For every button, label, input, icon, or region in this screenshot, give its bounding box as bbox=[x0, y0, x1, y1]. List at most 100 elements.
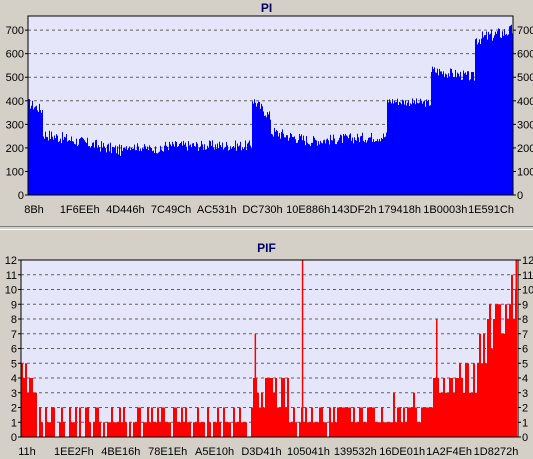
pi-data-bar bbox=[479, 39, 480, 195]
pif-data-bar bbox=[277, 407, 279, 437]
pif-data-bar bbox=[453, 392, 455, 437]
pi-y-tick-label-left: 400 bbox=[6, 96, 24, 108]
pi-data-bar bbox=[461, 79, 462, 195]
pif-data-bar bbox=[439, 392, 441, 437]
pif-data-bar bbox=[325, 422, 327, 437]
pif-data-bar bbox=[459, 363, 461, 437]
pi-data-bar bbox=[47, 137, 48, 195]
pif-data-bar bbox=[95, 407, 97, 437]
pif-data-bar bbox=[477, 363, 479, 437]
pif-data-bar bbox=[235, 422, 237, 437]
pi-data-bar bbox=[318, 141, 319, 195]
pi-data-bar bbox=[49, 130, 50, 195]
pi-data-bar bbox=[100, 151, 101, 195]
pi-data-bar bbox=[126, 146, 127, 195]
pi-data-bar bbox=[264, 115, 265, 195]
pi-data-bar bbox=[271, 133, 272, 195]
pif-data-bar bbox=[133, 422, 135, 437]
pif-data-bar bbox=[419, 422, 421, 437]
pi-data-bar bbox=[303, 135, 304, 195]
pi-data-bar bbox=[333, 134, 334, 195]
pif-data-bar bbox=[117, 422, 119, 437]
pi-data-bar bbox=[279, 133, 280, 195]
pif-data-bar bbox=[163, 407, 165, 437]
pi-data-bar bbox=[131, 147, 132, 195]
pi-x-tick-label: 179418h bbox=[378, 204, 421, 216]
pi-data-bar bbox=[150, 147, 151, 195]
pi-data-bar bbox=[335, 144, 336, 195]
pi-data-bar bbox=[79, 139, 80, 195]
pi-data-bar bbox=[67, 141, 68, 195]
pi-data-bar bbox=[118, 154, 119, 195]
pi-data-bar bbox=[381, 137, 382, 195]
pi-data-bar bbox=[54, 135, 55, 195]
pi-data-bar bbox=[505, 34, 506, 196]
pif-data-bar bbox=[93, 422, 95, 437]
pi-data-bar bbox=[82, 137, 83, 195]
pi-data-bar bbox=[511, 24, 512, 196]
pi-data-bar bbox=[52, 136, 53, 195]
pi-data-bar bbox=[203, 149, 204, 195]
pi-data-bar bbox=[474, 80, 475, 195]
pi-data-bar bbox=[379, 138, 380, 195]
pi-data-bar bbox=[345, 133, 346, 195]
pi-data-bar bbox=[308, 144, 309, 195]
pi-data-bar bbox=[371, 132, 372, 195]
pi-data-bar bbox=[412, 98, 413, 195]
pi-data-bar bbox=[445, 73, 446, 195]
pif-data-bar bbox=[385, 422, 387, 437]
pif-y-tick-label-right: 9 bbox=[522, 299, 528, 311]
pi-data-bar bbox=[148, 150, 149, 195]
pi-data-bar bbox=[382, 138, 383, 195]
pi-data-bar bbox=[135, 150, 136, 195]
pi-data-bar bbox=[405, 100, 406, 195]
pi-data-bar bbox=[399, 101, 400, 195]
pif-data-bar bbox=[275, 378, 277, 437]
pif-data-bar bbox=[99, 422, 101, 437]
pif-y-tick-label-left: 6 bbox=[11, 344, 17, 356]
pi-data-bar bbox=[216, 148, 217, 195]
pi-data-bar bbox=[229, 149, 230, 195]
pi-data-bar bbox=[437, 68, 438, 195]
pif-data-bar bbox=[27, 392, 29, 437]
pi-data-bar bbox=[290, 132, 291, 195]
pif-data-bar bbox=[139, 407, 141, 437]
pi-data-bar bbox=[74, 143, 75, 195]
pi-data-bar bbox=[167, 146, 168, 195]
pi-data-bar bbox=[387, 99, 388, 195]
pif-data-bar bbox=[201, 422, 203, 437]
pi-data-bar bbox=[75, 144, 76, 195]
pif-y-tick-label-right: 10 bbox=[522, 285, 533, 297]
pi-data-bar bbox=[478, 42, 479, 196]
pif-data-bar bbox=[353, 407, 355, 437]
pif-data-bar bbox=[51, 407, 53, 437]
pi-data-bar bbox=[313, 136, 314, 195]
pif-data-bar bbox=[75, 407, 77, 437]
pif-data-bar bbox=[481, 363, 483, 437]
pif-data-bar bbox=[401, 422, 403, 437]
pi-data-bar bbox=[310, 146, 311, 195]
pi-data-bar bbox=[423, 101, 424, 195]
pi-data-bar bbox=[428, 99, 429, 195]
pif-data-bar bbox=[337, 407, 339, 437]
pi-data-bar bbox=[99, 147, 100, 195]
pi-data-bar bbox=[346, 135, 347, 195]
pi-y-tick-label-right: 0 bbox=[517, 190, 523, 202]
pi-data-bar bbox=[57, 135, 58, 195]
pif-data-bar bbox=[397, 407, 399, 437]
pi-y-tick-label-right: 600 bbox=[517, 49, 533, 61]
pi-data-bar bbox=[153, 150, 154, 195]
pi-data-bar bbox=[218, 148, 219, 195]
pi-data-bar bbox=[258, 101, 259, 195]
pi-data-bar bbox=[96, 139, 97, 195]
pi-data-bar bbox=[177, 146, 178, 195]
pif-data-bar bbox=[379, 422, 381, 437]
pif-data-bar bbox=[423, 407, 425, 437]
pi-data-bar bbox=[43, 136, 44, 195]
pif-y-tick-label-right: 4 bbox=[522, 373, 528, 385]
pi-data-bar bbox=[94, 148, 95, 195]
pi-data-bar bbox=[70, 140, 71, 195]
pi-data-bar bbox=[472, 71, 473, 195]
pi-data-bar bbox=[44, 138, 45, 195]
pi-data-bar bbox=[237, 143, 238, 195]
